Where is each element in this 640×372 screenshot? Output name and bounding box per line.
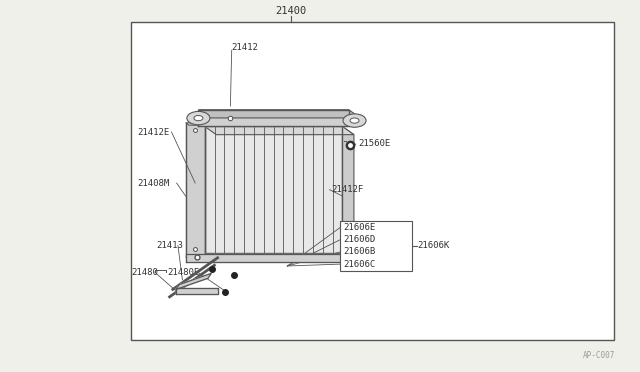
Polygon shape [198, 110, 349, 126]
Text: 21408M: 21408M [138, 179, 170, 187]
Polygon shape [205, 126, 354, 135]
Text: 21412E: 21412E [138, 128, 170, 137]
Circle shape [194, 115, 203, 121]
Polygon shape [186, 254, 349, 262]
Bar [340, 221, 412, 271]
Polygon shape [176, 273, 211, 289]
Polygon shape [342, 126, 354, 261]
Text: 21412F: 21412F [332, 185, 364, 194]
Text: 21606C: 21606C [344, 260, 376, 269]
Polygon shape [186, 123, 208, 125]
Text: 21412: 21412 [232, 43, 259, 52]
Polygon shape [176, 288, 218, 294]
Bar [131, 22, 614, 340]
Text: 21606B: 21606B [344, 247, 376, 256]
Text: 21400: 21400 [276, 6, 307, 16]
Text: 21480: 21480 [131, 268, 158, 277]
Text: 21606D: 21606D [344, 235, 376, 244]
Text: 21606E: 21606E [344, 223, 376, 232]
Text: AP-C007: AP-C007 [583, 351, 616, 360]
Circle shape [343, 114, 366, 127]
Circle shape [350, 118, 359, 123]
Text: 21413: 21413 [157, 241, 184, 250]
Text: 21480E: 21480E [168, 268, 200, 277]
Circle shape [187, 111, 210, 125]
Text: 21606K: 21606K [417, 241, 449, 250]
Text: 21560E: 21560E [358, 140, 390, 148]
Bar [205, 126, 342, 253]
Polygon shape [186, 123, 205, 257]
Polygon shape [198, 110, 360, 118]
